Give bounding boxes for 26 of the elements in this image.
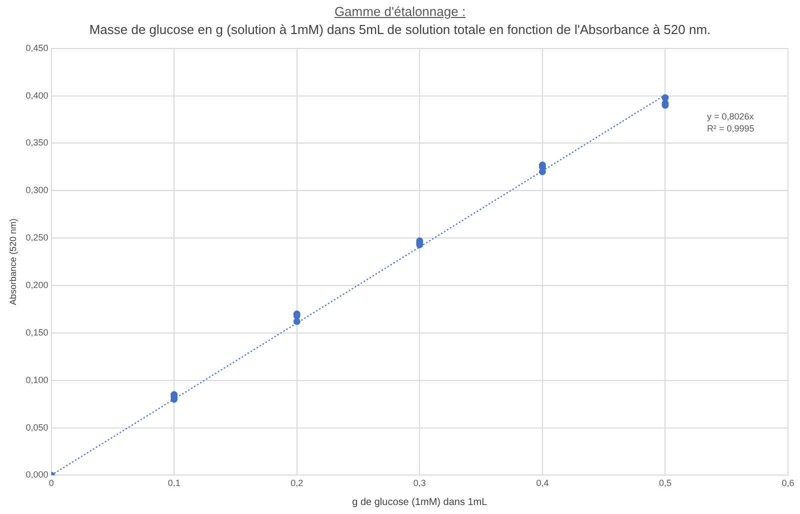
y-axis-title: Absorbance (520 nm) bbox=[8, 218, 18, 306]
y-tick-label: 0,250 bbox=[26, 232, 48, 243]
x-tick-label: 0,5 bbox=[658, 478, 672, 488]
x-tick-label: 0,1 bbox=[168, 478, 180, 488]
y-tick-label: 0,400 bbox=[26, 90, 48, 100]
y-tick-label: 0,450 bbox=[26, 42, 48, 53]
point bbox=[293, 318, 300, 326]
y-tick-label: 0,300 bbox=[26, 185, 48, 196]
annotation: y = 0,8026x bbox=[706, 111, 754, 122]
x-tick-label: 0,3 bbox=[413, 478, 426, 488]
y-tick-label: 0,150 bbox=[26, 327, 48, 338]
x-tick-label: 0,4 bbox=[536, 478, 549, 488]
point bbox=[662, 94, 669, 102]
y-tick-label: 0,200 bbox=[26, 280, 48, 290]
y-tick-label: 0,350 bbox=[26, 138, 48, 148]
x-axis-title: g de glucose (1mM) dans 1mL bbox=[352, 496, 488, 508]
chart-subtitle: Masse de glucose en g (solution à 1mM) dans 5mL de solution totale en fonction de l'Absorbance à 520 nm. bbox=[88, 22, 712, 37]
x-tick-label: 0,6 bbox=[782, 478, 794, 488]
y-tick-label: 0,050 bbox=[26, 422, 48, 432]
x-tick-label: 0,2 bbox=[290, 478, 304, 488]
annotation: R² = 0,9995 bbox=[706, 123, 754, 134]
x-tick-label: 0 bbox=[48, 478, 54, 488]
y-tick-label: 0,100 bbox=[26, 374, 48, 385]
y-tick-label: 0,000 bbox=[26, 470, 48, 480]
chart-title: Gamme d'étalonnage : bbox=[333, 4, 467, 19]
point bbox=[538, 168, 546, 176]
